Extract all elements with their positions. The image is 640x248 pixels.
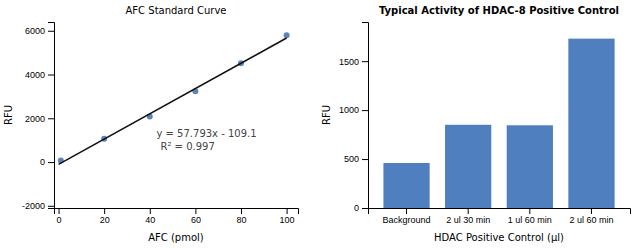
- x-tick-mark: [241, 208, 242, 214]
- x-tick-mark: [468, 208, 469, 214]
- y-tick: 6000: [25, 26, 54, 36]
- x-tick: 2 ul 30 min: [446, 208, 490, 225]
- x-tick-label: 1 ul 60 min: [508, 215, 552, 225]
- y-tick-label: 6000: [25, 26, 45, 36]
- x-tick-mark: [287, 208, 288, 214]
- x-tick-label: 40: [145, 215, 155, 225]
- fit-line: [59, 38, 287, 164]
- x-tick-label: 60: [191, 215, 201, 225]
- x-tick: 40: [145, 208, 155, 225]
- y-tick-mark: [48, 118, 54, 119]
- x-tick-label: Background: [383, 215, 431, 225]
- annotation: R² = 0.997: [160, 141, 214, 152]
- y-tick-label: 2000: [25, 114, 45, 124]
- x-tick-mark: [59, 208, 60, 214]
- y-tick: 500: [344, 154, 368, 164]
- bar: [568, 39, 614, 208]
- y-tick-mark: [48, 206, 54, 207]
- bar: [507, 125, 553, 208]
- annotation: y = 57.793x - 109.1: [156, 128, 256, 139]
- x-tick-mark: [104, 208, 105, 214]
- x-tick: 0: [57, 208, 62, 225]
- y-tick-mark: [48, 75, 54, 76]
- panel: 0 500 1000 1500 Background 2 ul 30 min 1 ul 60…: [321, 5, 631, 243]
- y-axis-line: [362, 23, 369, 209]
- x-tick-label: 0: [57, 215, 62, 225]
- x-tick-mark: [195, 208, 196, 214]
- x-tick: 100: [280, 208, 295, 225]
- chart-title: AFC Standard Curve: [126, 5, 227, 16]
- panel: -2000 0 2000 4000 6000 0 20 40 60 80 100 y = 57.793…: [3, 5, 299, 243]
- marks: [383, 39, 614, 208]
- y-axis-title: RFU: [3, 105, 14, 125]
- y-tick: 0: [40, 157, 54, 167]
- bar: [383, 163, 429, 208]
- x-axis: 0 20 40 60 80 100: [55, 208, 299, 225]
- chart-root: -2000 0 2000 4000 6000 0 20 40 60 80 100 y = 57.793…: [0, 0, 640, 248]
- y-tick-mark: [48, 162, 54, 163]
- y-tick: 4000: [25, 70, 54, 80]
- marks: [58, 32, 290, 164]
- x-tick: Background: [383, 208, 431, 225]
- x-tick: 1 ul 60 min: [508, 208, 552, 225]
- x-tick: 60: [191, 208, 201, 225]
- y-tick-mark: [362, 61, 368, 62]
- y-axis: -2000 0 2000 4000 6000: [22, 23, 55, 212]
- y-tick: 1500: [339, 57, 368, 67]
- x-tick-label: 2 ul 30 min: [446, 215, 490, 225]
- y-tick-label: 0: [354, 203, 359, 213]
- y-axis-title: RFU: [321, 105, 332, 125]
- y-tick-label: 1000: [339, 105, 359, 115]
- x-tick: 20: [100, 208, 110, 225]
- x-tick-label: 2 ul 60 min: [569, 215, 613, 225]
- y-tick-label: -2000: [22, 201, 45, 211]
- x-tick-label: 80: [236, 215, 246, 225]
- y-tick-mark: [362, 208, 368, 209]
- x-tick: 2 ul 60 min: [569, 208, 613, 225]
- x-tick: 80: [236, 208, 246, 225]
- x-tick-mark: [406, 208, 407, 214]
- x-tick-label: 100: [280, 215, 295, 225]
- x-tick-label: 20: [100, 215, 110, 225]
- bar: [445, 125, 491, 208]
- y-tick: 1000: [339, 105, 368, 115]
- y-tick-label: 0: [40, 157, 45, 167]
- y-tick-label: 4000: [25, 70, 45, 80]
- y-tick-label: 1500: [339, 57, 359, 67]
- y-tick: 2000: [25, 114, 54, 124]
- y-tick-label: 500: [344, 154, 359, 164]
- x-tick-mark: [529, 208, 530, 214]
- y-axis: 0 500 1000 1500: [339, 23, 369, 214]
- y-axis-line: [48, 23, 55, 209]
- scatter-point: [284, 32, 290, 38]
- x-tick-mark: [591, 208, 592, 214]
- x-tick-mark: [150, 208, 151, 214]
- x-axis-line: [369, 209, 631, 215]
- y-tick-mark: [48, 31, 54, 32]
- x-axis-line: [55, 209, 299, 215]
- y-tick-mark: [362, 159, 368, 160]
- y-tick-mark: [362, 110, 368, 111]
- x-axis-title: AFC (pmol): [148, 232, 204, 243]
- chart-title: Typical Activity of HDAC-8 Positive Cont…: [379, 5, 619, 16]
- y-tick: -2000: [22, 201, 54, 211]
- y-tick: 0: [354, 203, 368, 213]
- x-axis-title: HDAC Positive Control (μl): [434, 232, 564, 243]
- x-axis: Background 2 ul 30 min 1 ul 60 min 2 ul 60 …: [369, 208, 631, 225]
